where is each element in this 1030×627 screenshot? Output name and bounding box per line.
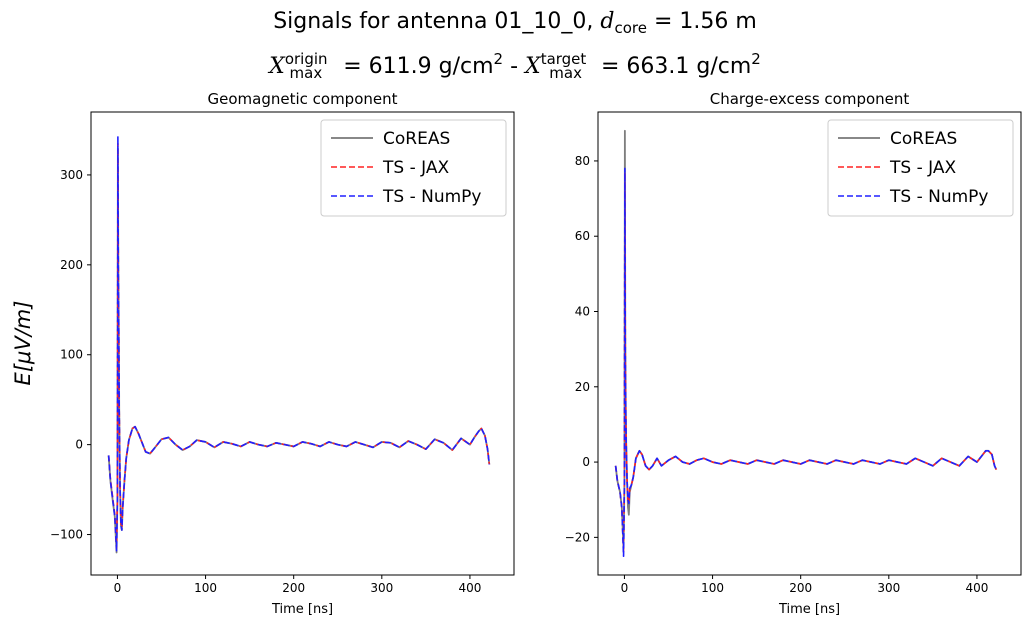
y-tick-label: 40 — [575, 305, 590, 319]
y-tick-label: 80 — [575, 154, 590, 168]
x-tick-label: 0 — [621, 581, 629, 595]
legend-entry: TS - NumPy — [382, 187, 481, 207]
x-tick-label: 300 — [370, 581, 393, 595]
axes-frame — [597, 111, 1022, 576]
legend-entry: TS - NumPy — [889, 187, 988, 207]
y-tick-label: 100 — [60, 348, 83, 362]
series-group — [614, 129, 998, 557]
x-tick-label: 100 — [194, 581, 217, 595]
x-tick-label: 400 — [965, 581, 988, 595]
x-tick-label: 100 — [701, 581, 724, 595]
y-tick-label: −20 — [565, 530, 590, 544]
axes-frame — [90, 111, 515, 576]
y-tick-label: 20 — [575, 380, 590, 394]
figure-title: Signals for antenna 01_10_0, dcore = 1.5… — [0, 6, 1030, 89]
title-line-2: Xoriginmax = 611.9 g/cm2 - Xtargetmax = … — [269, 50, 761, 82]
legend-entry: CoREAS — [383, 129, 450, 149]
chart-panel-charge-excess: Charge-excess component 0 100 200 300 400 −20 0… — [565, 90, 1022, 617]
y-tick-label: 0 — [75, 438, 83, 452]
series-group — [107, 135, 491, 554]
panel-title: Charge-excess component — [710, 90, 910, 108]
y-tick-label: −100 — [50, 528, 83, 542]
y-tick-label: 0 — [582, 455, 590, 469]
x-axis-label: Time [ns] — [778, 602, 840, 617]
series-line-ts-numpy — [107, 135, 491, 552]
legend-entry: TS - JAX — [889, 158, 956, 178]
x-tick-label: 300 — [877, 581, 900, 595]
y-tick-label: 200 — [60, 258, 83, 272]
legend-entry: CoREAS — [890, 129, 957, 149]
legend-box — [827, 119, 1014, 217]
title-line-1: Signals for antenna 01_10_0, dcore = 1.5… — [273, 9, 757, 37]
y-tick-label: 300 — [60, 168, 83, 182]
legend-box — [320, 119, 507, 217]
chart-panel-geomagnetic: Geomagnetic component 0 100 200 300 400 −100 0 1… — [50, 90, 515, 617]
x-tick-label: 200 — [282, 581, 305, 595]
x-axis-label: Time [ns] — [271, 602, 333, 617]
panel-title: Geomagnetic component — [207, 90, 397, 108]
series-line-ts-numpy — [614, 167, 998, 557]
x-tick-label: 200 — [789, 581, 812, 595]
series-line-ts-jax — [614, 171, 998, 554]
shared-y-label: E[μV/m] — [11, 301, 35, 386]
x-tick-label: 400 — [458, 581, 481, 595]
x-tick-label: 0 — [114, 581, 122, 595]
legend-entry: TS - JAX — [382, 158, 449, 178]
y-tick-label: 60 — [575, 229, 590, 243]
